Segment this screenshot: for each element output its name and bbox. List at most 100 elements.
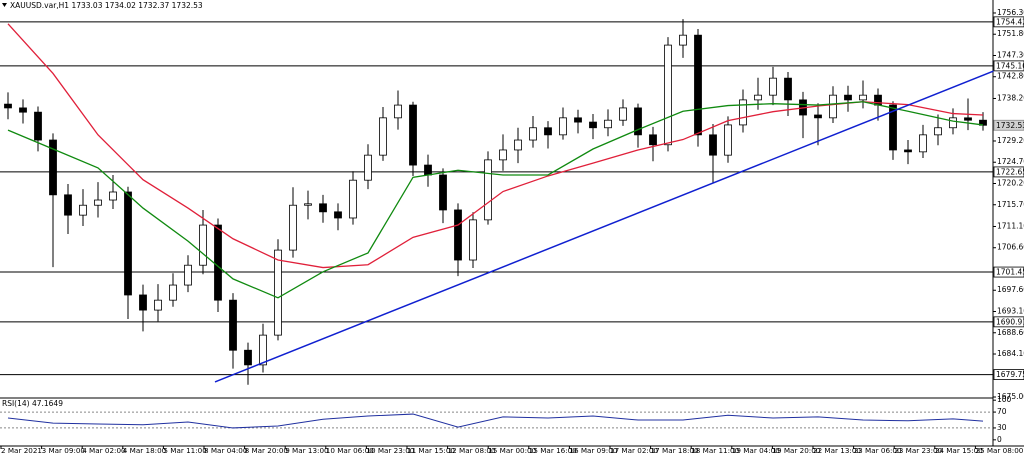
candle-body <box>544 127 552 136</box>
level-label: 1722.65 <box>996 167 1024 176</box>
candle-body <box>379 117 387 156</box>
moving-average <box>7 101 984 299</box>
x-tick-label: 4 Mar 02:00 <box>82 446 126 454</box>
level-label: 1679.75 <box>996 370 1024 379</box>
candle-body <box>934 127 942 136</box>
x-tick-label: 23 Mar 06:00 <box>854 446 902 454</box>
candle-body <box>664 44 672 146</box>
menu-arrow[interactable] <box>2 3 7 7</box>
level-label-box <box>993 266 1024 278</box>
x-tick-label: 2 Mar 2021 <box>1 446 42 454</box>
trend-line <box>214 70 994 383</box>
rsi-tick-label: 100 <box>997 395 1012 404</box>
candle-body <box>979 119 987 126</box>
candle-body <box>439 174 447 211</box>
x-tick-label: 3 Mar 09:00 <box>42 446 86 454</box>
x-tick-label: 4 Mar 18:00 <box>123 446 167 454</box>
x-tick-label: 18 Mar 11:00 <box>691 446 739 454</box>
y-tick-label: 1684.10 <box>997 349 1024 358</box>
candle-body <box>304 203 312 206</box>
candle-body <box>694 34 702 136</box>
candle-body <box>454 209 462 261</box>
candle-body <box>259 334 267 366</box>
level-label-box <box>993 16 1024 28</box>
rsi-line <box>7 413 984 429</box>
x-tick-label: 8 Mar 04:00 <box>204 446 248 454</box>
candle-body <box>784 77 792 101</box>
candle-body <box>469 219 477 261</box>
candle-body <box>229 299 237 351</box>
level-label-box <box>993 166 1024 178</box>
current-price-label: 1732.53 <box>996 121 1024 130</box>
y-tick-label: 1715.70 <box>997 200 1024 209</box>
x-tick-label: 19 Mar 20:00 <box>772 446 820 454</box>
y-tick-label: 1720.20 <box>997 178 1024 187</box>
y-tick-label: 1711.10 <box>997 221 1024 230</box>
candle-body <box>409 104 417 166</box>
y-tick-label: 1747.30 <box>997 50 1024 59</box>
candle-body <box>394 104 402 119</box>
candle-body <box>349 179 357 219</box>
x-tick-label: 19 Mar 04:00 <box>732 446 780 454</box>
candle-body <box>619 107 627 121</box>
y-tick-label: 1675.00 <box>997 392 1024 401</box>
x-tick-label: 5 Mar 11:00 <box>163 446 207 454</box>
candle-body <box>184 264 192 286</box>
candle-body <box>169 284 177 301</box>
level-label: 1690.91 <box>996 317 1024 326</box>
candle-body <box>94 199 102 206</box>
candle-body <box>79 204 87 216</box>
current-price-box <box>993 119 1024 131</box>
y-tick-label: 1706.60 <box>997 243 1024 252</box>
candle-body <box>754 94 762 101</box>
candle-body <box>559 117 567 136</box>
y-tick-label: 1738.20 <box>997 93 1024 102</box>
candle-body <box>49 139 57 196</box>
x-tick-label: 17 Mar 02:00 <box>610 446 658 454</box>
rsi-tick-label: 0 <box>997 435 1002 444</box>
candle-body <box>19 107 27 113</box>
candle-body <box>139 294 147 311</box>
candle-body <box>649 134 657 146</box>
y-tick-label: 1742.80 <box>997 72 1024 81</box>
x-tick-label: 10 Mar 06:00 <box>326 446 374 454</box>
candle-body <box>574 117 582 123</box>
level-label: 1745.10 <box>996 61 1024 70</box>
candle-body <box>109 191 117 201</box>
candle-body <box>949 117 957 129</box>
x-tick-label: 11 Mar 15:00 <box>407 446 455 454</box>
level-label: 1754.42 <box>996 17 1024 26</box>
chart-title: XAUUSD.var,H1 1733.03 1734.02 1732.37 17… <box>10 1 203 10</box>
candle-body <box>604 119 612 129</box>
y-tick-label: 1751.80 <box>997 29 1024 38</box>
rsi-tick-label: 70 <box>997 407 1007 416</box>
candle-body <box>679 34 687 46</box>
x-tick-label: 23 Mar 23:00 <box>894 446 942 454</box>
candle-body <box>64 194 72 216</box>
x-tick-label: 8 Mar 20:00 <box>245 446 289 454</box>
candle-body <box>709 134 717 156</box>
candle-body <box>589 121 597 129</box>
candle-body <box>889 104 897 151</box>
candle-body <box>499 149 507 161</box>
candle-body <box>274 249 282 336</box>
candle-body <box>769 77 777 96</box>
x-tick-label: 25 Mar 08:00 <box>975 446 1023 454</box>
level-label-box <box>993 60 1024 72</box>
candle-body <box>124 191 132 296</box>
candle-body <box>319 203 327 213</box>
candle-body <box>334 211 342 219</box>
x-tick-label: 9 Mar 13:00 <box>285 446 329 454</box>
candle-body <box>34 111 42 141</box>
candle-body <box>214 224 222 301</box>
candle-body <box>844 94 852 101</box>
x-tick-label: 17 Mar 18:00 <box>651 446 699 454</box>
x-tick-label: 15 Mar 16:00 <box>529 446 577 454</box>
candle-body <box>964 117 972 121</box>
y-tick-label: 1724.70 <box>997 157 1024 166</box>
candle-body <box>859 94 867 101</box>
candle-body <box>904 149 912 153</box>
rsi-tick-label: 30 <box>997 423 1007 432</box>
